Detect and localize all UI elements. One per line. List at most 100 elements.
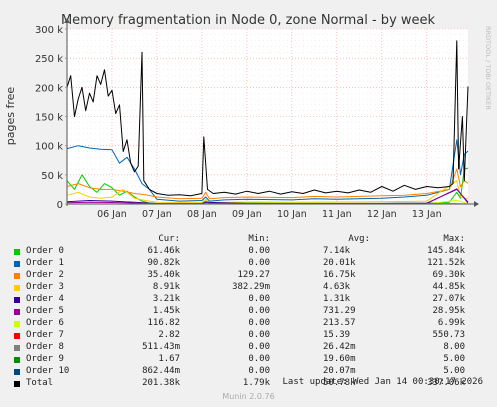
legend-max-value: 69.30k — [432, 270, 465, 280]
y-axis-arrow — [64, 18, 70, 23]
legend-min-value: 0.00 — [248, 342, 270, 352]
munin-version: Munin 2.0.76 — [222, 392, 275, 401]
y-tick-label: 300 k — [35, 25, 63, 36]
legend-swatch — [14, 285, 20, 291]
legend-row: Order 9 1.67 0.00 19.60m 5.00 — [0, 354, 497, 366]
legend-min-value: 0.00 — [248, 258, 270, 268]
legend-max-value: 27.07k — [432, 294, 465, 304]
legend-cur-value: 1.67 — [158, 354, 180, 364]
legend-swatch — [14, 357, 20, 363]
series-line-order-1 — [66, 139, 469, 202]
y-tick-label: 150 k — [35, 113, 63, 124]
legend-swatch — [14, 261, 20, 267]
legend-header-avg: Avg: — [348, 234, 370, 244]
y-tick-label: 200 k — [35, 83, 63, 94]
legend-row: Order 4 3.21k 0.00 1.31k 27.07k — [0, 294, 497, 306]
legend-row: Order 1 90.82k 0.00 20.01k 121.52k — [0, 258, 497, 270]
legend-cur-value: 116.82 — [147, 318, 180, 328]
y-tick-label: 0 — [57, 200, 63, 211]
legend-avg-value: 20.07m — [323, 366, 356, 376]
legend-min-value: 0.00 — [248, 246, 270, 256]
y-tick-label: 250 k — [35, 54, 63, 65]
legend-min-value: 0.00 — [248, 330, 270, 340]
legend-row: Order 6 116.82 0.00 213.57 6.99k — [0, 318, 497, 330]
legend-row: Order 0 61.46k 0.00 7.14k 145.84k — [0, 246, 497, 258]
x-tick-label: 10 Jan — [277, 209, 307, 220]
legend-max-value: 550.73 — [432, 330, 465, 340]
legend-row: Order 2 35.40k 129.27 16.75k 69.30k — [0, 270, 497, 282]
legend-header-row: Cur: Min: Avg: Max: — [0, 234, 497, 246]
legend-min-value: 382.29m — [232, 282, 270, 292]
x-tick-label: 08 Jan — [187, 209, 217, 220]
legend-series-name: Total — [26, 378, 54, 388]
legend-row: Order 5 1.45k 0.00 731.29 28.95k — [0, 306, 497, 318]
legend-series-name: Order 4 — [26, 294, 64, 304]
legend-max-value: 44.85k — [432, 282, 465, 292]
legend-series-name: Order 3 — [26, 282, 64, 292]
legend-row: Order 8 511.43m 0.00 26.42m 8.00 — [0, 342, 497, 354]
legend-max-value: 145.84k — [427, 246, 465, 256]
legend-max-value: 6.99k — [437, 318, 465, 328]
x-tick-label: 07 Jan — [142, 209, 172, 220]
legend-swatch — [14, 249, 20, 255]
x-tick-label: 09 Jan — [232, 209, 262, 220]
legend-row: Order 3 8.91k 382.29m 4.63k 44.85k — [0, 282, 497, 294]
legend-cur-value: 61.46k — [147, 246, 180, 256]
legend-series-name: Order 2 — [26, 270, 64, 280]
legend-avg-value: 7.14k — [323, 246, 351, 256]
legend-avg-value: 19.60m — [323, 354, 356, 364]
legend-row: Order 10 862.44m 0.00 20.07m 5.00 — [0, 366, 497, 378]
legend-series-name: Order 10 — [26, 366, 70, 376]
chart: Memory fragmentation in Node 0, zone Nor… — [4, 13, 492, 220]
legend-max-value: 337.06k — [427, 378, 465, 388]
legend-cur-value: 511.43m — [142, 342, 180, 352]
legend-avg-value: 731.29 — [323, 306, 356, 316]
series-line-order-3 — [66, 180, 469, 203]
legend-row: Order 7 2.82 0.00 15.39 550.73 — [0, 330, 497, 342]
rrdtool-watermark: RRDTOOL / TOBI OETIKER — [484, 26, 492, 110]
legend-swatch — [14, 369, 20, 375]
x-tick-label: 13 Jan — [412, 209, 442, 220]
legend-series-name: Order 5 — [26, 306, 64, 316]
legend-avg-value: 20.01k — [323, 258, 356, 268]
x-tick-label: 12 Jan — [367, 209, 397, 220]
x-tick-label: 06 Jan — [97, 209, 127, 220]
legend-series-name: Order 9 — [26, 354, 64, 364]
legend-min-value: 0.00 — [248, 294, 270, 304]
legend-cur-value: 35.40k — [147, 270, 180, 280]
legend-avg-value: 213.57 — [323, 318, 356, 328]
series-line-total — [66, 40, 469, 197]
legend-max-value: 8.00 — [443, 342, 465, 352]
y-tick-label: 100 k — [35, 142, 63, 153]
chart-title: Memory fragmentation in Node 0, zone Nor… — [61, 13, 436, 28]
legend-min-value: 0.00 — [248, 318, 270, 328]
legend-max-value: 5.00 — [443, 354, 465, 364]
legend-min-value: 129.27 — [237, 270, 270, 280]
legend-avg-value: 1.31k — [323, 294, 351, 304]
legend-cur-value: 3.21k — [152, 294, 180, 304]
legend-avg-value: 4.63k — [323, 282, 351, 292]
legend-series-name: Order 8 — [26, 342, 64, 352]
legend-cur-value: 8.91k — [152, 282, 180, 292]
legend-swatch — [14, 381, 20, 387]
legend-cur-value: 2.82 — [158, 330, 180, 340]
legend-avg-value: 15.39 — [323, 330, 351, 340]
legend-max-value: 5.00 — [443, 366, 465, 376]
legend-min-value: 0.00 — [248, 354, 270, 364]
legend-series-name: Order 0 — [26, 246, 64, 256]
legend-swatch — [14, 345, 20, 351]
legend-avg-value: 50.78k — [323, 378, 356, 388]
legend-series-name: Order 7 — [26, 330, 64, 340]
legend-header-cur: Cur: — [158, 234, 180, 244]
legend-cur-value: 90.82k — [147, 258, 180, 268]
legend-swatch — [14, 273, 20, 279]
legend-min-value: 0.00 — [248, 306, 270, 316]
legend-row: Total 201.38k 1.79k 50.78k 337.06k — [0, 378, 497, 390]
legend-swatch — [14, 297, 20, 303]
last-update: Last update: Wed Jan 14 00:30:17 2026 — [282, 377, 483, 387]
legend-avg-value: 16.75k — [323, 270, 356, 280]
y-axis-label: pages free — [4, 87, 17, 146]
y-tick-label: 50 k — [41, 171, 63, 182]
legend-swatch — [14, 321, 20, 327]
x-axis-arrow — [474, 201, 479, 207]
